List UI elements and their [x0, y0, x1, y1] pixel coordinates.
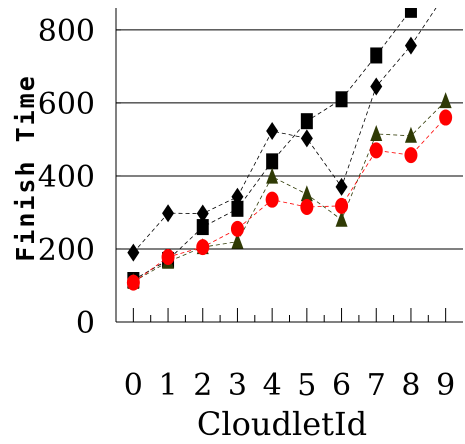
- y-axis-title: Finish Time: [11, 74, 40, 262]
- series-triangle-point-3: [231, 232, 244, 249]
- y-tick-label-600: 600: [38, 87, 95, 122]
- y-tick-label-400: 400: [38, 160, 95, 195]
- series-triangle-line: [133, 100, 446, 283]
- series-triangle-point-4: [266, 167, 279, 184]
- series-triangle-point-9: [439, 92, 452, 109]
- x-tick-label-5: 5: [297, 368, 316, 403]
- y-tick-label-200: 200: [38, 233, 95, 268]
- series-square-point-3: [231, 200, 244, 217]
- x-tick-label-7: 7: [367, 368, 386, 403]
- series-diamond-point-7: [370, 77, 383, 96]
- series-diamond-point-9: [440, 0, 452, 2]
- series-diamond-point-6: [335, 177, 348, 196]
- series-circle-point-7: [369, 142, 383, 159]
- x-tick-label-1: 1: [159, 368, 178, 403]
- x-axis-title: CloudletId: [197, 405, 367, 443]
- y-tick-label-800: 800: [38, 14, 95, 49]
- series-diamond-point-8: [404, 36, 417, 55]
- series-circle-point-4: [265, 191, 279, 208]
- series-layer: [126, 0, 453, 291]
- x-tick-label-6: 6: [332, 368, 351, 403]
- series-triangle-point-5: [300, 185, 313, 202]
- axes: [115, 8, 463, 323]
- series-square-line: [133, 8, 415, 281]
- x-tick-label-4: 4: [263, 368, 282, 403]
- series-square-point-6: [335, 91, 348, 108]
- series-circle-point-5: [300, 198, 314, 215]
- x-tick-label-9: 9: [436, 368, 455, 403]
- series-diamond-point-0: [127, 243, 140, 262]
- y-tick-label-0: 0: [76, 306, 95, 341]
- series-circle-point-6: [335, 197, 349, 214]
- series-square-point-4: [266, 153, 279, 170]
- series-triangle-point-7: [370, 124, 383, 141]
- series-diamond-point-4: [266, 122, 279, 141]
- x-tick-label-0: 0: [124, 368, 143, 403]
- series-circle-point-9: [439, 109, 453, 126]
- series-triangle-point-8: [404, 126, 417, 143]
- series-square-point-8: [404, 8, 417, 18]
- grid-lines: [116, 29, 463, 250]
- x-tick-label-2: 2: [193, 368, 212, 403]
- series-circle-point-2: [196, 239, 210, 256]
- series-square-point-5: [300, 113, 313, 130]
- series-circle-line: [133, 117, 446, 283]
- series-diamond-point-1: [162, 204, 175, 223]
- x-tick-label-8: 8: [401, 368, 420, 403]
- series-square-point-7: [370, 47, 383, 64]
- x-tick-label-3: 3: [228, 368, 247, 403]
- series-diamond-line: [133, 8, 437, 253]
- series-triangle-point-6: [335, 210, 348, 227]
- series-circle-point-3: [230, 220, 244, 237]
- series-circle-point-1: [161, 249, 175, 266]
- series-circle-point-0: [126, 274, 140, 291]
- series-square-point-2: [196, 219, 209, 236]
- series-diamond-point-2: [196, 204, 209, 223]
- series-diamond-point-5: [300, 129, 313, 148]
- series-circle-point-8: [404, 147, 418, 164]
